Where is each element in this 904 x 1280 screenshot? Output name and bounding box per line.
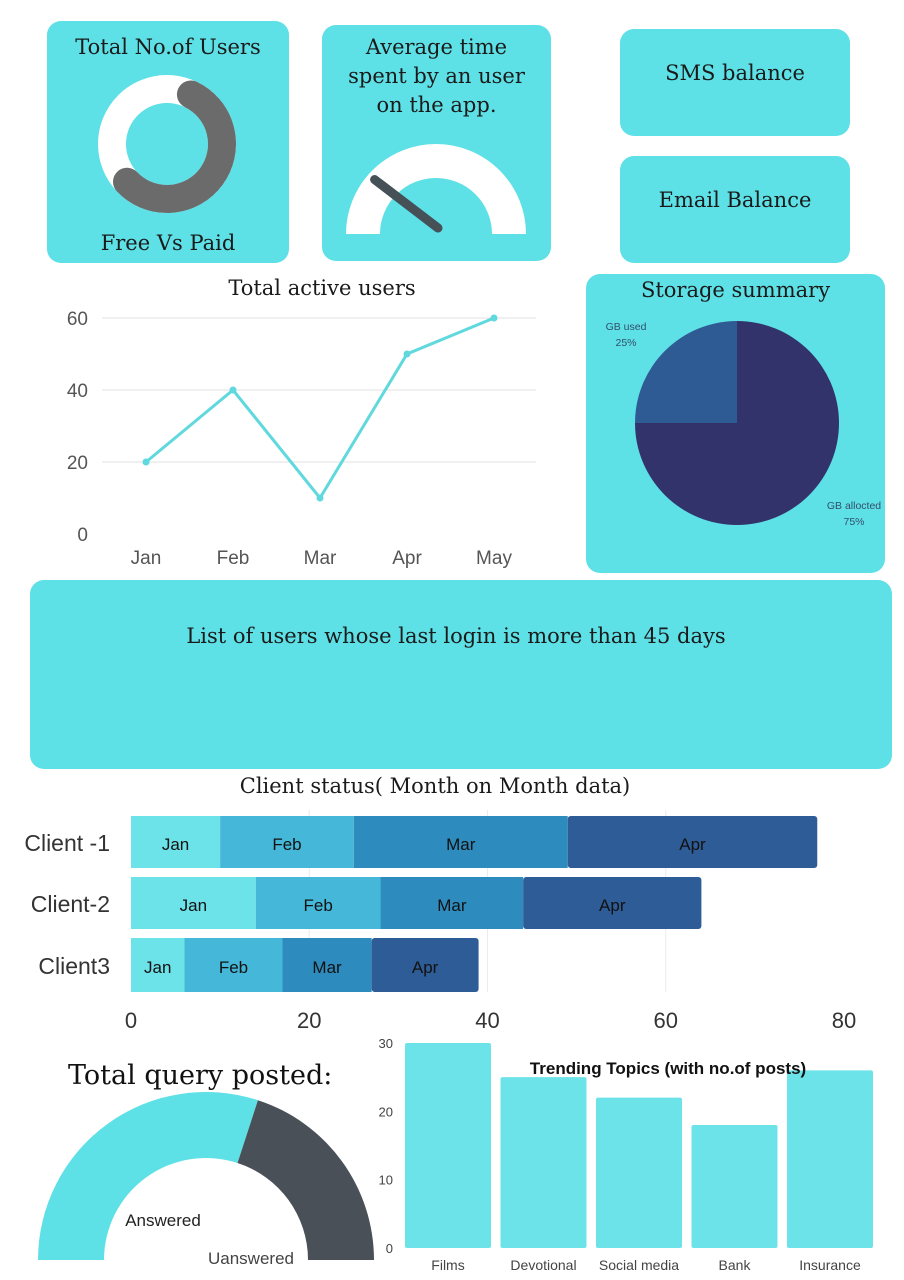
- x-tick-label: 0: [125, 1008, 137, 1033]
- client-label: Client3: [38, 953, 110, 979]
- pie-label: GB allocted: [827, 500, 881, 512]
- segment-label: Apr: [679, 835, 706, 854]
- client-status-chart: 0 20 40 60 80 Client -1 Jan Feb Mar Apr Client-2 Ja…: [24, 810, 856, 1033]
- query-label: Uanswered: [208, 1249, 294, 1268]
- x-tick-label: Jan: [131, 548, 162, 569]
- data-point: [229, 386, 237, 394]
- avg-time-title: Average time spent by an user on the app…: [348, 35, 525, 117]
- sms-title: SMS balance: [665, 61, 805, 85]
- y-tick-label: 0: [77, 525, 88, 546]
- inactive-users-card: List of users whose last login is more t…: [30, 580, 892, 769]
- segment-label: Jan: [144, 958, 171, 977]
- client-bar-segment: [184, 938, 283, 992]
- query-gauge: Answered Uanswered: [38, 1092, 374, 1268]
- storage-title: Storage summary: [640, 278, 831, 302]
- data-point: [316, 494, 324, 502]
- topic-bar: [787, 1070, 873, 1248]
- email-title: Email Balance: [658, 188, 812, 212]
- x-tick-label: Films: [431, 1257, 464, 1273]
- x-tick-label: Bank: [719, 1257, 752, 1273]
- y-tick-label: 10: [379, 1173, 393, 1188]
- y-tick-label: 20: [379, 1104, 393, 1119]
- y-tick-label: 60: [67, 309, 88, 330]
- client-status-title: Client status( Month on Month data): [239, 774, 631, 798]
- segment-label: Mar: [437, 896, 467, 915]
- client-label: Client -1: [24, 830, 110, 856]
- trending-title: Trending Topics (with no.of posts): [530, 1059, 806, 1078]
- sms-card: SMS balance: [620, 29, 850, 136]
- segment-label: Apr: [599, 896, 626, 915]
- x-tick-label: 20: [297, 1008, 321, 1033]
- storage-pie: GB used 25% GB allocted 75%: [606, 321, 881, 528]
- client-label: Client-2: [31, 891, 110, 917]
- topic-bar: [596, 1097, 682, 1248]
- client-bar-segment: [131, 877, 256, 929]
- topic-bar: [691, 1125, 778, 1248]
- gauge-needle: [370, 175, 443, 233]
- pie-slice: [635, 321, 737, 423]
- x-tick-label: Feb: [217, 548, 250, 569]
- client-bar-segment: [131, 938, 185, 992]
- client-bar-segment: [353, 816, 568, 868]
- avg-time-card: Average time spent by an user on the app…: [322, 25, 551, 261]
- segment-label: Mar: [312, 958, 342, 977]
- client-bar-segment: [371, 938, 479, 992]
- segment-label: Feb: [304, 896, 333, 915]
- users-card-caption: Free Vs Paid: [100, 231, 236, 255]
- inactive-users-title: List of users whose last login is more t…: [186, 624, 726, 648]
- segment-label: Jan: [180, 896, 207, 915]
- client-bar-segment: [282, 938, 372, 992]
- y-tick-label: 0: [386, 1241, 393, 1256]
- topic-bar: [500, 1077, 587, 1248]
- users-donut: [98, 75, 236, 213]
- client-bar-segment: [255, 877, 381, 929]
- data-point: [142, 458, 150, 466]
- segment-label: Apr: [412, 958, 439, 977]
- x-tick-label: Mar: [304, 548, 337, 569]
- data-point: [403, 350, 411, 358]
- data-point: [490, 314, 498, 322]
- trending-topics-chart: 0 10 20 30 Films Devotional Social media Bank In…: [379, 1036, 873, 1273]
- storage-card: Storage summary GB used 25% GB allocted 75%: [586, 274, 885, 573]
- users-card: Total No.of Users Free Vs Paid: [47, 21, 289, 263]
- client-bar-segment: [567, 816, 818, 868]
- y-tick-label: 30: [379, 1036, 393, 1051]
- pie-pct-label: 75%: [843, 516, 864, 528]
- pie-label: GB used: [606, 321, 647, 333]
- client-bar-segment: [220, 816, 354, 868]
- x-tick-label: Apr: [392, 548, 422, 569]
- x-tick-label: Insurance: [799, 1257, 861, 1273]
- client-bar-segment: [523, 877, 702, 929]
- pie-slice: [635, 321, 839, 525]
- query-segment: [237, 1100, 374, 1260]
- gauge-track: [346, 144, 526, 235]
- avg-time-gauge: [346, 144, 526, 235]
- x-tick-label: May: [476, 548, 512, 569]
- active-users-line: [145, 316, 495, 501]
- x-tick-label: Social media: [599, 1257, 679, 1273]
- active-users-chart: 0 20 40 60 Jan Feb Mar Apr May: [67, 309, 536, 569]
- segment-label: Feb: [219, 958, 248, 977]
- email-card: Email Balance: [620, 156, 850, 263]
- active-users-title: Total active users: [228, 276, 416, 300]
- query-label: Answered: [125, 1211, 201, 1230]
- x-tick-label: Devotional: [510, 1257, 576, 1273]
- x-tick-label: 60: [654, 1008, 678, 1033]
- pie-pct-label: 25%: [615, 337, 636, 349]
- query-title: Total query posted:: [68, 1060, 333, 1091]
- y-tick-label: 20: [67, 453, 88, 474]
- donut-arc: [112, 80, 236, 213]
- segment-label: Jan: [162, 835, 189, 854]
- query-segment: [38, 1092, 258, 1260]
- client-bar-segment: [131, 816, 221, 868]
- x-tick-label: 80: [832, 1008, 856, 1033]
- x-tick-label: 40: [475, 1008, 499, 1033]
- segment-label: Feb: [272, 835, 301, 854]
- users-card-title: Total No.of Users: [75, 35, 261, 59]
- y-tick-label: 40: [67, 381, 88, 402]
- segment-label: Mar: [446, 835, 476, 854]
- topic-bar: [405, 1043, 491, 1248]
- client-bar-segment: [380, 877, 524, 929]
